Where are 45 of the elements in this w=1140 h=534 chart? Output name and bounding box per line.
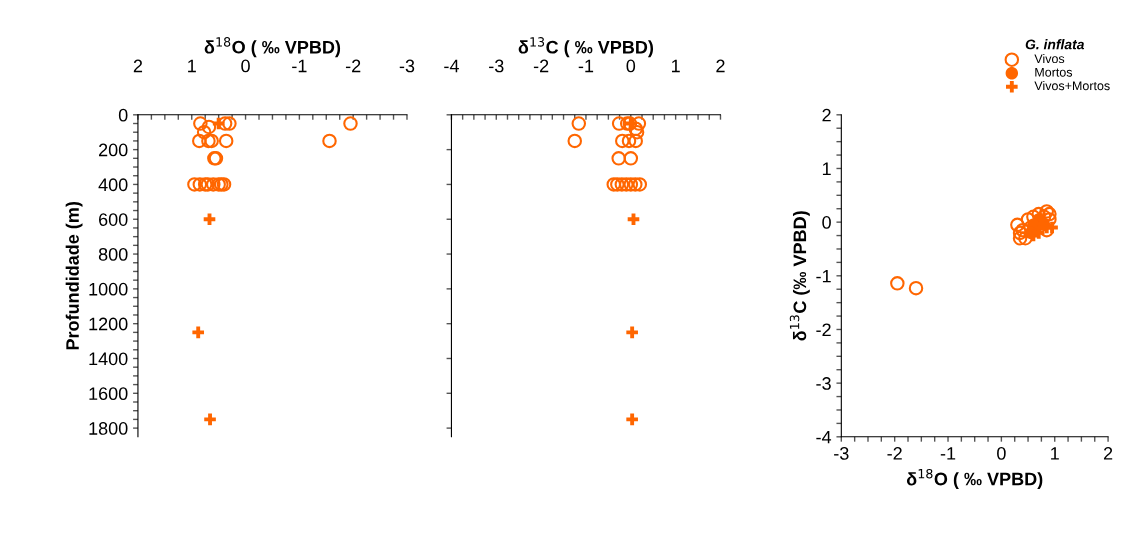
y-tick-label: 1200 xyxy=(89,317,128,331)
x-tick-label: -2 xyxy=(887,447,902,460)
y-tick-label: -2 xyxy=(816,323,831,337)
y-tick-label: 400 xyxy=(98,178,128,192)
legend-label: Mortos xyxy=(1035,67,1073,77)
x-tick-label: -2 xyxy=(533,59,549,73)
x-tick-label: 2 xyxy=(133,59,143,73)
legend-label: Vivos+Mortos xyxy=(1034,81,1110,91)
x-axis-title: δ$^{18}$O ( ‰ VPBD) xyxy=(204,37,341,58)
y-tick-label: 0 xyxy=(118,108,128,122)
x-tick-label: -3 xyxy=(399,59,415,73)
x-tick-label: -3 xyxy=(489,59,504,73)
x-tick-label: 1 xyxy=(1051,447,1059,460)
y-tick-label: -3 xyxy=(816,377,831,390)
x-tick-label: -4 xyxy=(444,59,459,73)
x-tick-label: -1 xyxy=(292,59,307,73)
y-tick-label: 1000 xyxy=(89,282,128,296)
legend-label: Vivos xyxy=(1034,53,1065,64)
y-tick-label: -1 xyxy=(816,269,831,283)
y-tick-label: 200 xyxy=(99,143,128,157)
y-tick-label: 1800 xyxy=(89,422,128,435)
y-tick-label: 1600 xyxy=(89,387,128,401)
y-tick-label: 1400 xyxy=(89,352,128,366)
x-axis-title: δ$^{18}$O ( ‰ VPBD) xyxy=(906,468,1043,489)
x-axis-title: δ$^{13}$C ( ‰ VPBD) xyxy=(518,37,654,58)
x-tick-label: 1 xyxy=(188,59,196,73)
x-tick-label: -1 xyxy=(940,447,956,460)
y-axis-title: δ$^{13}$C (‰ VPBD) xyxy=(789,211,810,341)
x-tick-label: 2 xyxy=(716,59,725,73)
x-tick-label: 0 xyxy=(241,59,250,73)
x-tick-label: 0 xyxy=(626,59,636,73)
y-tick-label: 600 xyxy=(99,213,128,226)
x-tick-label: -3 xyxy=(834,447,849,460)
y-axis-title: Profundidade (m) xyxy=(65,201,83,350)
x-tick-label: -1 xyxy=(578,59,594,73)
legend-title: G. inflata xyxy=(1025,39,1085,50)
x-tick-label: 2 xyxy=(1103,447,1113,460)
y-tick-label: 1 xyxy=(822,162,831,176)
y-tick-label: -4 xyxy=(816,430,832,444)
x-tick-label: 1 xyxy=(672,59,680,73)
x-tick-label: 0 xyxy=(997,447,1006,460)
y-tick-label: 0 xyxy=(822,216,831,229)
y-tick-label: 2 xyxy=(822,108,831,122)
x-tick-label: -2 xyxy=(345,59,361,73)
y-tick-label: 800 xyxy=(98,247,128,261)
